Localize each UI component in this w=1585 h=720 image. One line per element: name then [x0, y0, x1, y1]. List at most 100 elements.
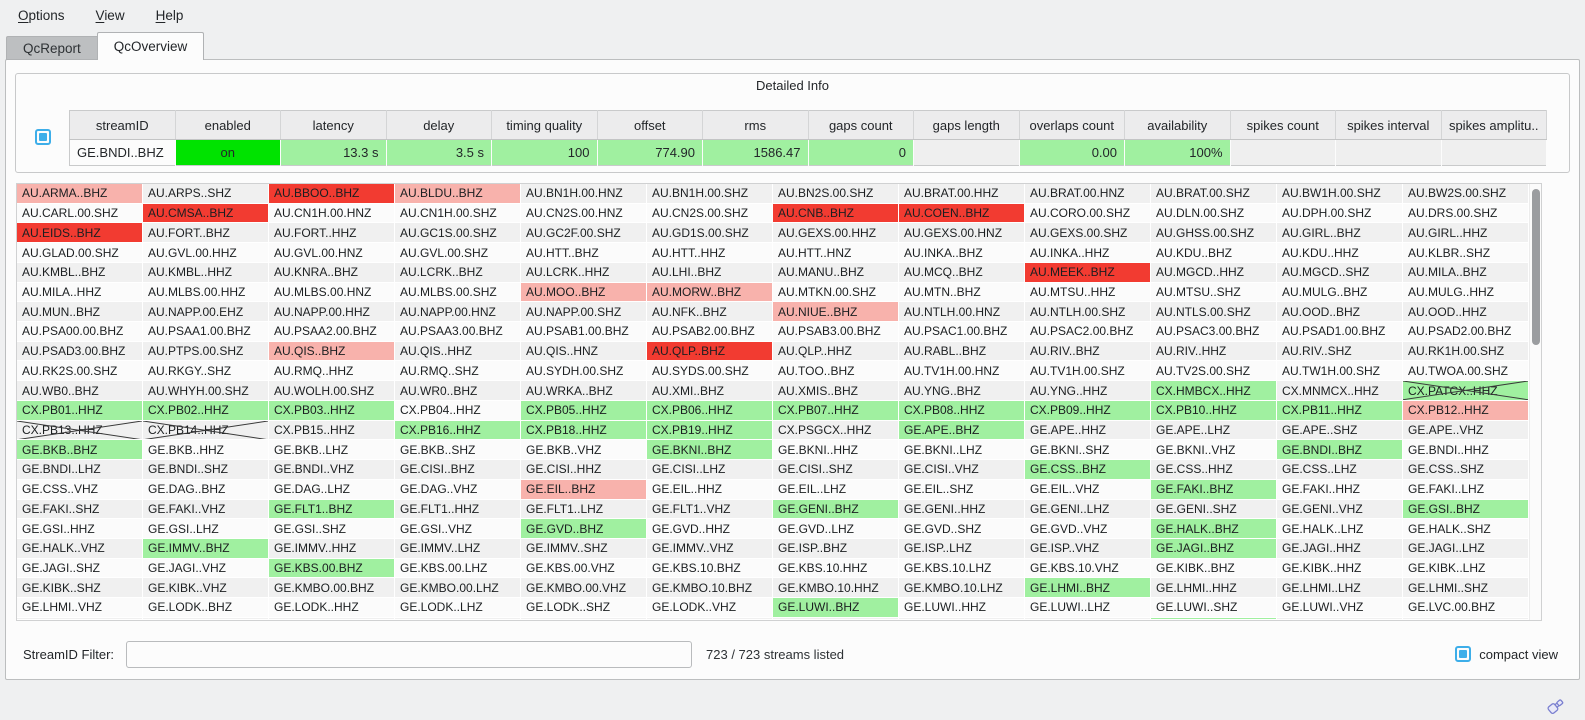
stream-cell[interactable]: GE.GENI..SHZ [1151, 499, 1277, 520]
stream-cell[interactable]: AU.CN2S.00.SHZ [647, 203, 773, 224]
column-header[interactable]: offset [597, 110, 703, 140]
stream-cell[interactable]: GE.KMBO.00.BHZ [269, 578, 395, 599]
stream-cell[interactable]: AU.TV1H.00.HNZ [899, 361, 1025, 382]
stream-cell[interactable]: GE.GVD..SHZ [899, 519, 1025, 539]
stream-cell[interactable]: GE.JAGI..VHZ [143, 558, 269, 579]
stream-cell[interactable]: AU.MTSU..SHZ [1151, 282, 1277, 303]
stream-cell[interactable]: GE.HALK..SHZ [1403, 519, 1529, 539]
stream-cell[interactable]: CX.HMBCX..HHZ [1151, 381, 1277, 401]
stream-cell[interactable]: GE.BKNI..LHZ [899, 440, 1025, 461]
menu-help[interactable]: Help [155, 7, 184, 23]
stream-cell[interactable]: CX.MNMCX..HHZ [1277, 381, 1403, 401]
stream-cell[interactable]: AU.CARL.00.SHZ [17, 203, 143, 224]
stream-cell[interactable] [1151, 617, 1277, 620]
stream-cell[interactable]: GE.IMMV..VHZ [647, 538, 773, 559]
column-header[interactable]: streamID [69, 110, 176, 140]
stream-cell[interactable]: GE.KMBO.10.LHZ [899, 578, 1025, 599]
stream-cell[interactable]: AU.PSAB3.00.BHZ [773, 322, 899, 342]
column-header[interactable]: latency [280, 110, 387, 140]
stream-cell[interactable]: AU.LCRK..HHZ [521, 262, 647, 283]
column-header[interactable]: delay [386, 110, 492, 140]
stream-cell[interactable]: GE.APE..BHZ [899, 420, 1025, 441]
stream-cell[interactable]: AU.GD1S.00.SHZ [647, 223, 773, 244]
stream-cell[interactable]: GE.FLT1..HHZ [395, 499, 521, 520]
stream-cell[interactable]: GE.FLT1..BHZ [269, 499, 395, 520]
stream-cell[interactable]: GE.CSS..SHZ [1403, 460, 1529, 480]
stream-cell[interactable]: AU.MLBS.00.HNZ [269, 282, 395, 303]
stream-cell[interactable]: AU.PTPS.00.SHZ [143, 341, 269, 362]
stream-cell[interactable]: AU.BRAT.00.HNZ [1025, 184, 1151, 204]
stream-cell[interactable]: AU.MUN..BHZ [17, 302, 143, 323]
stream-cell[interactable]: AU.BW1H.00.SHZ [1277, 184, 1403, 204]
stream-cell[interactable]: AU.TW1H.00.SHZ [1277, 361, 1403, 382]
stream-cell[interactable] [899, 617, 1025, 620]
stream-cell[interactable]: AU.OOD..BHZ [1277, 302, 1403, 323]
stream-cell[interactable]: AU.CN1H.00.HNZ [269, 203, 395, 224]
stream-cell[interactable]: AU.GEXS.00.HHZ [773, 223, 899, 244]
stream-cell[interactable]: AU.FORT..HHZ [269, 223, 395, 244]
stream-cell[interactable]: GE.KMBO.00.LHZ [395, 578, 521, 599]
column-header[interactable]: rms [702, 110, 809, 140]
stream-cell[interactable]: CX.PB09..HHZ [1025, 400, 1151, 421]
grid-scrollbar[interactable] [1529, 184, 1541, 620]
stream-cell[interactable]: AU.BRAT.00.HHZ [899, 184, 1025, 204]
stream-cell[interactable]: CX.PB05..HHZ [521, 400, 647, 421]
stream-cell[interactable]: AU.BN1H.00.SHZ [647, 184, 773, 204]
stream-cell[interactable]: AU.MTKN.00.SHZ [773, 282, 899, 303]
stream-cell[interactable]: GE.GVD..LHZ [773, 519, 899, 539]
stream-cell[interactable]: AU.MTSU..HHZ [1025, 282, 1151, 303]
stream-cell[interactable]: GE.LUWI..LHZ [1025, 598, 1151, 618]
stream-cell[interactable]: AU.ARPS..SHZ [143, 184, 269, 204]
stream-cell[interactable]: AU.CNB..BHZ [773, 203, 899, 224]
stream-cell[interactable]: AU.INKA..BHZ [899, 243, 1025, 263]
stream-cell[interactable]: GE.GSI..SHZ [269, 519, 395, 539]
stream-cell[interactable]: AU.XMI..BHZ [647, 381, 773, 401]
stream-cell[interactable]: GE.LHMI..SHZ [1403, 578, 1529, 599]
stream-cell[interactable]: GE.GVD..VHZ [1025, 519, 1151, 539]
stream-cell[interactable]: AU.ARMA..BHZ [17, 184, 143, 204]
stream-cell[interactable]: AU.MTN..BHZ [899, 282, 1025, 303]
stream-cell[interactable]: AU.CMSA..BHZ [143, 203, 269, 224]
stream-cell[interactable]: AU.NIUE..BHZ [773, 302, 899, 323]
stream-cell[interactable]: AU.TOO..BHZ [773, 361, 899, 382]
stream-cell[interactable]: AU.PSAD1.00.BHZ [1277, 322, 1403, 342]
stream-cell[interactable]: CX.PB12..HHZ [1403, 400, 1529, 421]
stream-cell[interactable]: GE.LUWI..VHZ [1277, 598, 1403, 618]
stream-cell[interactable]: AU.GC1S.00.SHZ [395, 223, 521, 244]
stream-cell[interactable]: GE.KIBK..SHZ [17, 578, 143, 599]
stream-cell[interactable]: CX.PB04..HHZ [395, 400, 521, 421]
stream-cell[interactable]: AU.KMBL..HHZ [143, 262, 269, 283]
stream-cell[interactable]: AU.QIS..HNZ [521, 341, 647, 362]
stream-cell[interactable] [17, 617, 143, 620]
stream-cell[interactable]: AU.PSAD3.00.BHZ [17, 341, 143, 362]
stream-cell[interactable]: AU.GVL.00.HNZ [269, 243, 395, 263]
stream-cell[interactable]: AU.RKGY..SHZ [143, 361, 269, 382]
stream-cell[interactable]: AU.DRS.00.SHZ [1403, 203, 1529, 224]
stream-cell[interactable]: AU.MILA..HHZ [17, 282, 143, 303]
stream-cell[interactable]: AU.MORW..BHZ [647, 282, 773, 303]
stream-cell[interactable]: GE.LHMI..LHZ [1277, 578, 1403, 599]
stream-cell[interactable]: AU.HTT..HNZ [773, 243, 899, 263]
stream-cell[interactable]: GE.ISP..VHZ [1025, 538, 1151, 559]
column-header[interactable]: gaps length [913, 110, 1020, 140]
stream-cell[interactable]: GE.BKB..SHZ [395, 440, 521, 461]
stream-cell[interactable] [647, 617, 773, 620]
stream-cell[interactable]: GE.JAGI..SHZ [17, 558, 143, 579]
stream-cell[interactable]: AU.GC2F.00.SHZ [521, 223, 647, 244]
stream-cell[interactable]: GE.KBS.00.VHZ [521, 558, 647, 579]
stream-cell[interactable]: CX.PB01..HHZ [17, 400, 143, 421]
stream-cell[interactable]: AU.OOD..HHZ [1403, 302, 1529, 323]
stream-cell[interactable]: AU.NAPP.00.HNZ [395, 302, 521, 323]
stream-cell[interactable]: GE.LUWI..HHZ [899, 598, 1025, 618]
stream-cell[interactable]: AU.BLDU..BHZ [395, 184, 521, 204]
stream-cell[interactable]: AU.MLBS.00.HHZ [143, 282, 269, 303]
stream-cell[interactable]: AU.WOLH.00.SHZ [269, 381, 395, 401]
stream-cell[interactable]: AU.HTT..HHZ [647, 243, 773, 263]
stream-cell[interactable]: AU.NAPP.00.HHZ [269, 302, 395, 323]
stream-cell[interactable] [521, 617, 647, 620]
stream-cell[interactable]: AU.CORO.00.SHZ [1025, 203, 1151, 224]
stream-cell[interactable]: AU.PSAC1.00.BHZ [899, 322, 1025, 342]
stream-cell[interactable]: GE.FAKI..VHZ [143, 499, 269, 520]
stream-cell[interactable]: GE.KMBO.10.BHZ [647, 578, 773, 599]
stream-cell[interactable] [1025, 617, 1151, 620]
